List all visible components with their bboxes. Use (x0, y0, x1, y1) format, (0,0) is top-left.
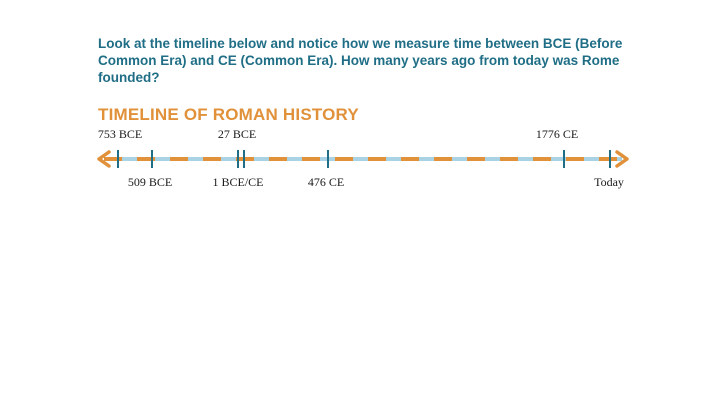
arrow-right-icon (615, 150, 629, 168)
arrow-left-icon (97, 150, 111, 168)
tick-label-509-bce: 509 BCE (127, 175, 173, 189)
tick-label-753-bce: 753 BCE (97, 127, 143, 141)
timeline-title: TIMELINE OF ROMAN HISTORY (98, 105, 359, 124)
tick-label-476-ce: 476 CE (307, 175, 345, 189)
tick-label-1776-ce: 1776 CE (535, 127, 579, 141)
tick-label-1-bce-ce: 1 BCE/CE (212, 175, 264, 189)
question-text: Look at the timeline below and notice ho… (98, 36, 623, 85)
tick-label-27-bce: 27 BCE (217, 127, 257, 141)
tick-label-today: Today (594, 175, 624, 189)
